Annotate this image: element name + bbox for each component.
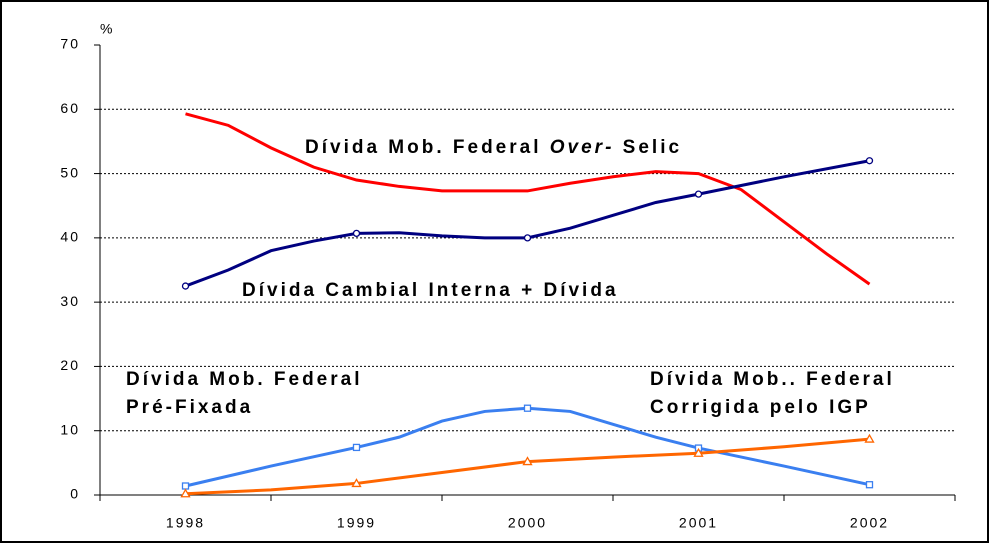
- point: [351, 478, 362, 488]
- point: [180, 488, 191, 498]
- annotation: Dívida Cambial Interna + Dívida: [242, 280, 619, 301]
- annotation: Dívida Mob. Federal: [126, 369, 362, 390]
- point: [864, 433, 875, 443]
- annotation: Corrigida pelo IGP: [650, 397, 871, 418]
- y-tick-label: 0: [70, 486, 80, 502]
- annotation: Dívida Mob.. Federal: [650, 369, 895, 390]
- y-tick-label: 20: [60, 357, 80, 373]
- line: [185, 112, 871, 286]
- point: [181, 282, 190, 290]
- point: [694, 190, 703, 198]
- point: [181, 482, 190, 490]
- annotation: Pré-Fixada: [126, 397, 253, 418]
- point: [865, 157, 874, 165]
- annotation-part: Dívida Mob. Federal: [305, 137, 550, 158]
- point: [352, 229, 361, 238]
- x-tick-label: 1998: [166, 515, 205, 531]
- point: [865, 481, 874, 489]
- line: [184, 159, 870, 288]
- annotation-part: Over-: [550, 137, 615, 158]
- x-tick-label: 1999: [337, 515, 376, 531]
- y-tick-label: 10: [60, 421, 80, 437]
- y-tick-label: 70: [60, 36, 80, 52]
- annotation: Dívida Mob. Federal Over- Selic: [305, 137, 682, 158]
- y-tick-label: 40: [60, 229, 80, 245]
- point: [352, 443, 361, 452]
- x-tick-label: 2000: [508, 515, 547, 531]
- point: [693, 447, 704, 457]
- point: [523, 404, 532, 412]
- annotation-part: Selic: [614, 137, 682, 158]
- y-unit: %: [100, 21, 114, 37]
- point: [523, 234, 532, 242]
- point: [522, 456, 533, 466]
- y-tick-label: 50: [60, 164, 80, 180]
- y-tick-label: 30: [60, 293, 80, 309]
- x-tick-label: 2002: [850, 515, 889, 531]
- x-tick-label: 2001: [679, 515, 718, 531]
- y-tick-label: 60: [60, 100, 80, 116]
